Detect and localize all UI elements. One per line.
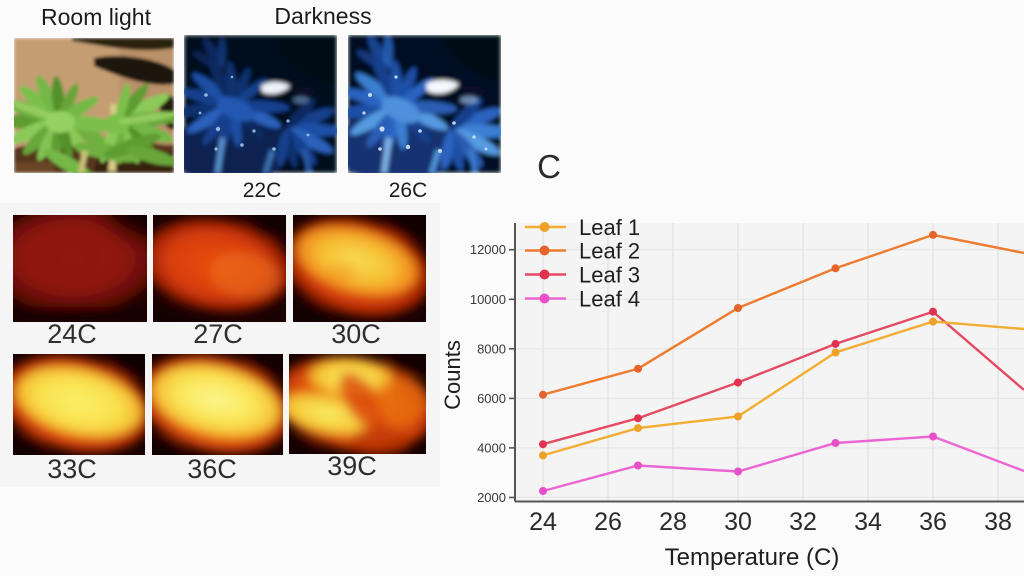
svg-text:Leaf 4: Leaf 4 [579,287,640,312]
svg-text:Leaf 1: Leaf 1 [579,215,640,240]
svg-text:2000: 2000 [477,490,506,505]
svg-text:Leaf 3: Leaf 3 [579,263,640,288]
svg-text:38: 38 [984,508,1012,536]
svg-text:26: 26 [594,508,622,536]
svg-text:32: 32 [789,508,817,536]
svg-text:Leaf 2: Leaf 2 [579,239,640,264]
svg-text:Counts: Counts [440,340,465,410]
svg-text:4000: 4000 [477,440,506,455]
svg-text:8000: 8000 [477,341,506,356]
svg-text:30: 30 [724,508,752,536]
svg-text:34: 34 [854,508,882,536]
svg-text:Temperature (C): Temperature (C) [665,544,840,571]
svg-text:36: 36 [919,508,947,536]
svg-text:24: 24 [529,508,557,536]
svg-text:28: 28 [659,508,687,536]
svg-text:6000: 6000 [477,391,506,406]
svg-text:10000: 10000 [470,292,506,307]
svg-text:12000: 12000 [470,242,506,257]
